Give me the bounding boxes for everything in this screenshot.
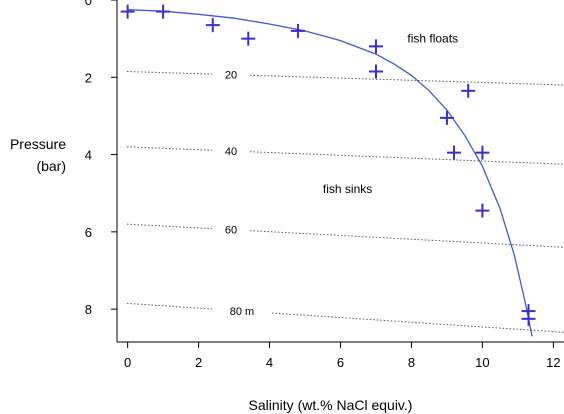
y-tick-label: 6 [85,225,92,240]
y-tick-label: 2 [85,70,92,85]
data-point [368,39,383,54]
data-point [120,4,135,19]
data-point [241,31,256,46]
depth-line [249,151,564,165]
depth-label: 60 [225,225,237,237]
y-tick-label: 8 [85,302,92,317]
data-point [439,110,454,125]
data-point [156,4,171,19]
data-point [475,145,490,160]
x-axis-title: Salinity (wt.% NaCl equiv.) [249,397,413,413]
depth-line [126,302,213,310]
fit-curve [127,9,533,337]
depth-label: 40 [225,146,237,158]
annotations: fish floats fish sinks [323,32,458,197]
depth-line [249,74,564,86]
depth-line [249,230,564,248]
y-axis-title-line: (bar) [36,158,66,174]
data-points [120,4,536,326]
depth-line [126,146,213,151]
x-tick-label: 4 [266,355,273,370]
y-tick-label: 0 [85,0,92,8]
depth-line [126,70,213,75]
x-tick-label: 6 [337,355,344,370]
annotation: fish sinks [323,182,372,196]
data-point [521,311,536,326]
depth-line [126,223,213,230]
data-point [290,23,305,38]
data-point [475,203,490,218]
depth-label: 20 [225,70,237,82]
data-point [461,83,476,98]
annotation: fish floats [407,32,458,46]
x-tick-label: 12 [546,355,560,370]
depth-line [271,312,564,333]
depth-isolines: 20 40 60 80 m [126,70,564,333]
x-tick-label: 2 [195,355,202,370]
x-tick-label: 0 [124,355,131,370]
depth-label: 80 m [230,306,254,318]
x-tick-label: 8 [408,355,415,370]
fit-curve-group [127,9,533,337]
data-point [205,18,220,33]
x-tick-label: 10 [475,355,489,370]
data-point [447,145,462,160]
data-point [368,64,383,79]
y-tick-label: 4 [85,148,92,163]
y-axis-title-line: Pressure [10,136,66,152]
axes: 0 2 4 6 8 10 12 0 2 4 6 8 Salinity (wt.% NaCl equiv.… [10,0,564,413]
